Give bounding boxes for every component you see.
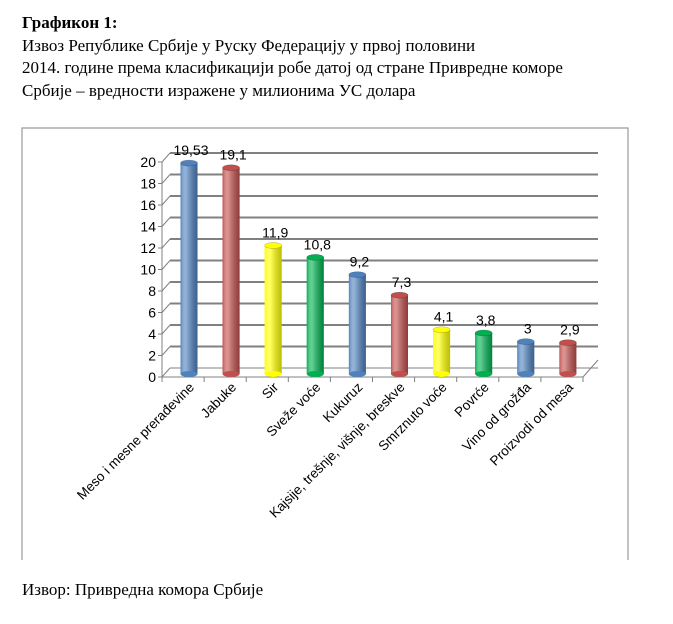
- x-category-label: Sir: [259, 379, 282, 402]
- bar: [306, 254, 325, 377]
- y-tick-label: 10: [140, 262, 156, 278]
- source-note: Извор: Привредна комора Србије: [22, 580, 264, 599]
- bar-base: [348, 371, 366, 377]
- bar-base: [222, 371, 240, 377]
- y-tick-label: 14: [140, 219, 156, 235]
- bar-base: [475, 371, 493, 377]
- bar-shade: [264, 245, 282, 374]
- figure-label: Графикон 1:: [22, 13, 118, 32]
- bar-shade: [222, 167, 240, 374]
- bar-top: [348, 271, 367, 278]
- gridline-diagonal: [161, 174, 171, 184]
- caption-line: 2014. године према класификацији робе да…: [22, 58, 563, 77]
- bar: [474, 329, 493, 377]
- bar-top: [306, 254, 325, 261]
- x-category-label: Proizvodi od mesa: [487, 379, 576, 468]
- x-category-label: Povrće: [451, 380, 491, 420]
- y-tick-label: 20: [140, 154, 156, 170]
- gridline-diagonal: [161, 217, 171, 227]
- y-tick-label: 4: [148, 326, 156, 342]
- bar-shade: [517, 341, 535, 374]
- x-category-label: Meso i mesne prerađevine: [74, 380, 197, 503]
- gridline-diagonal: [161, 195, 171, 206]
- bar-top: [559, 339, 577, 346]
- bar-shade: [180, 163, 198, 374]
- bar: [516, 338, 535, 377]
- bar-top: [516, 338, 535, 345]
- y-tick-label: 12: [140, 240, 156, 256]
- bar: [222, 164, 240, 377]
- bar-top: [390, 291, 409, 299]
- data-label: 11,9: [262, 224, 288, 240]
- gridline-diagonal: [161, 152, 171, 163]
- bar-shade: [306, 257, 324, 374]
- data-label: 7,3: [392, 274, 412, 290]
- bar: [264, 242, 283, 377]
- bar-shade: [348, 274, 366, 374]
- figure-caption: Графикон 1: Извоз Републике Србије у Рус…: [22, 12, 563, 102]
- bar-base: [264, 371, 282, 377]
- gridline-diagonal: [161, 260, 171, 270]
- bar-top: [222, 164, 240, 172]
- data-label: 9,2: [350, 254, 370, 270]
- data-label: 10,8: [304, 236, 331, 252]
- y-tick-label: 2: [148, 348, 156, 364]
- data-label: 3,8: [476, 312, 496, 328]
- bar-shade: [559, 342, 577, 374]
- bar-top: [180, 159, 198, 167]
- bar-base: [433, 371, 451, 377]
- bar: [559, 339, 577, 377]
- y-tick-label: 6: [148, 305, 156, 321]
- caption-line: Србије – вредности изражене у милионима …: [22, 80, 416, 100]
- caption-line: Извоз Републике Србије у Руску Федерациј…: [22, 35, 476, 55]
- gridline-diagonal: [161, 281, 171, 292]
- bar-base: [559, 371, 577, 377]
- y-tick-label: 8: [148, 283, 156, 299]
- gridline-diagonal: [161, 238, 171, 249]
- bar-shade: [391, 295, 408, 374]
- bar-shade: [475, 332, 493, 374]
- bar-base: [391, 371, 408, 377]
- data-label: 19,53: [173, 142, 208, 158]
- y-tick-label: 0: [148, 369, 156, 385]
- bar-top: [264, 242, 283, 249]
- y-tick-label: 18: [140, 176, 156, 192]
- bar-top: [432, 326, 451, 334]
- bar: [390, 291, 409, 377]
- gridline-diagonal: [161, 324, 171, 335]
- bar-shade: [433, 329, 451, 374]
- gridline-diagonal: [161, 346, 171, 356]
- data-label: 2,9: [560, 322, 580, 338]
- x-category-label: Jabuke: [198, 380, 239, 421]
- gridline-diagonal: [161, 303, 171, 313]
- floor-edge: [582, 359, 599, 378]
- bar-base: [180, 371, 198, 377]
- bar: [432, 326, 451, 377]
- chart-frame: [21, 127, 629, 560]
- data-label: 19,1: [219, 147, 246, 163]
- bar: [348, 271, 367, 377]
- bar-base: [306, 371, 324, 377]
- bar: [180, 159, 198, 377]
- y-tick-label: 16: [140, 197, 156, 213]
- data-label: 3: [524, 321, 532, 337]
- gridline-diagonal: [161, 367, 171, 378]
- bar-top: [474, 329, 493, 337]
- bar-base: [517, 371, 535, 377]
- data-label: 4,1: [434, 309, 454, 325]
